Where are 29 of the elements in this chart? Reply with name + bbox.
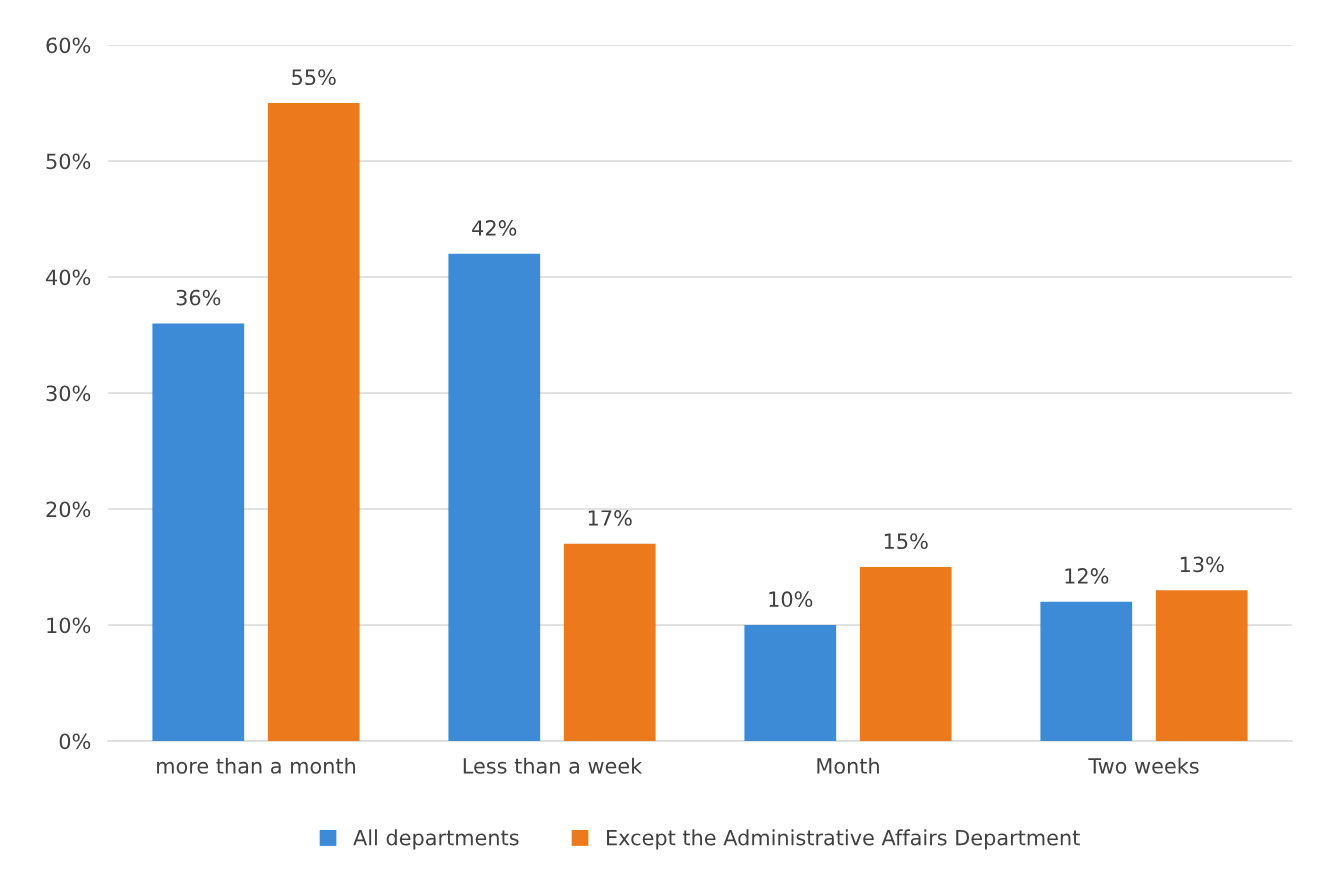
y-tick-label: 40% <box>46 269 91 286</box>
bar <box>267 103 360 741</box>
y-tick-label: 10% <box>47 617 91 634</box>
data-label: 15% <box>884 533 928 550</box>
y-tick-label: 60% <box>46 37 91 54</box>
bar <box>152 323 245 741</box>
data-label: 42% <box>472 220 517 236</box>
y-tick-label: 50% <box>46 153 91 170</box>
bar <box>744 625 837 741</box>
data-label: 17% <box>588 510 632 526</box>
data-label: 13% <box>1180 556 1224 573</box>
bar <box>448 253 541 741</box>
bar <box>1040 601 1133 741</box>
x-tick-label: more than a month <box>157 757 356 774</box>
data-label: 10% <box>769 591 813 608</box>
legend-label: Except the Administrative Affairs Department <box>607 829 1080 850</box>
y-tick-label: 0% <box>59 733 91 750</box>
x-tick-label: Month <box>817 757 879 774</box>
legend-label: All departments <box>353 829 519 850</box>
bar <box>859 567 952 741</box>
data-label: 12% <box>1065 568 1109 584</box>
y-tick-label: 20% <box>46 501 91 518</box>
data-label: 36% <box>176 289 221 306</box>
y-tick-label: 30% <box>46 385 91 402</box>
bar <box>563 543 656 741</box>
x-tick-label: Two weeks <box>1088 757 1199 774</box>
x-tick-label: Less than a week <box>463 757 643 774</box>
data-label: 55% <box>292 69 336 86</box>
bar <box>1155 590 1248 741</box>
